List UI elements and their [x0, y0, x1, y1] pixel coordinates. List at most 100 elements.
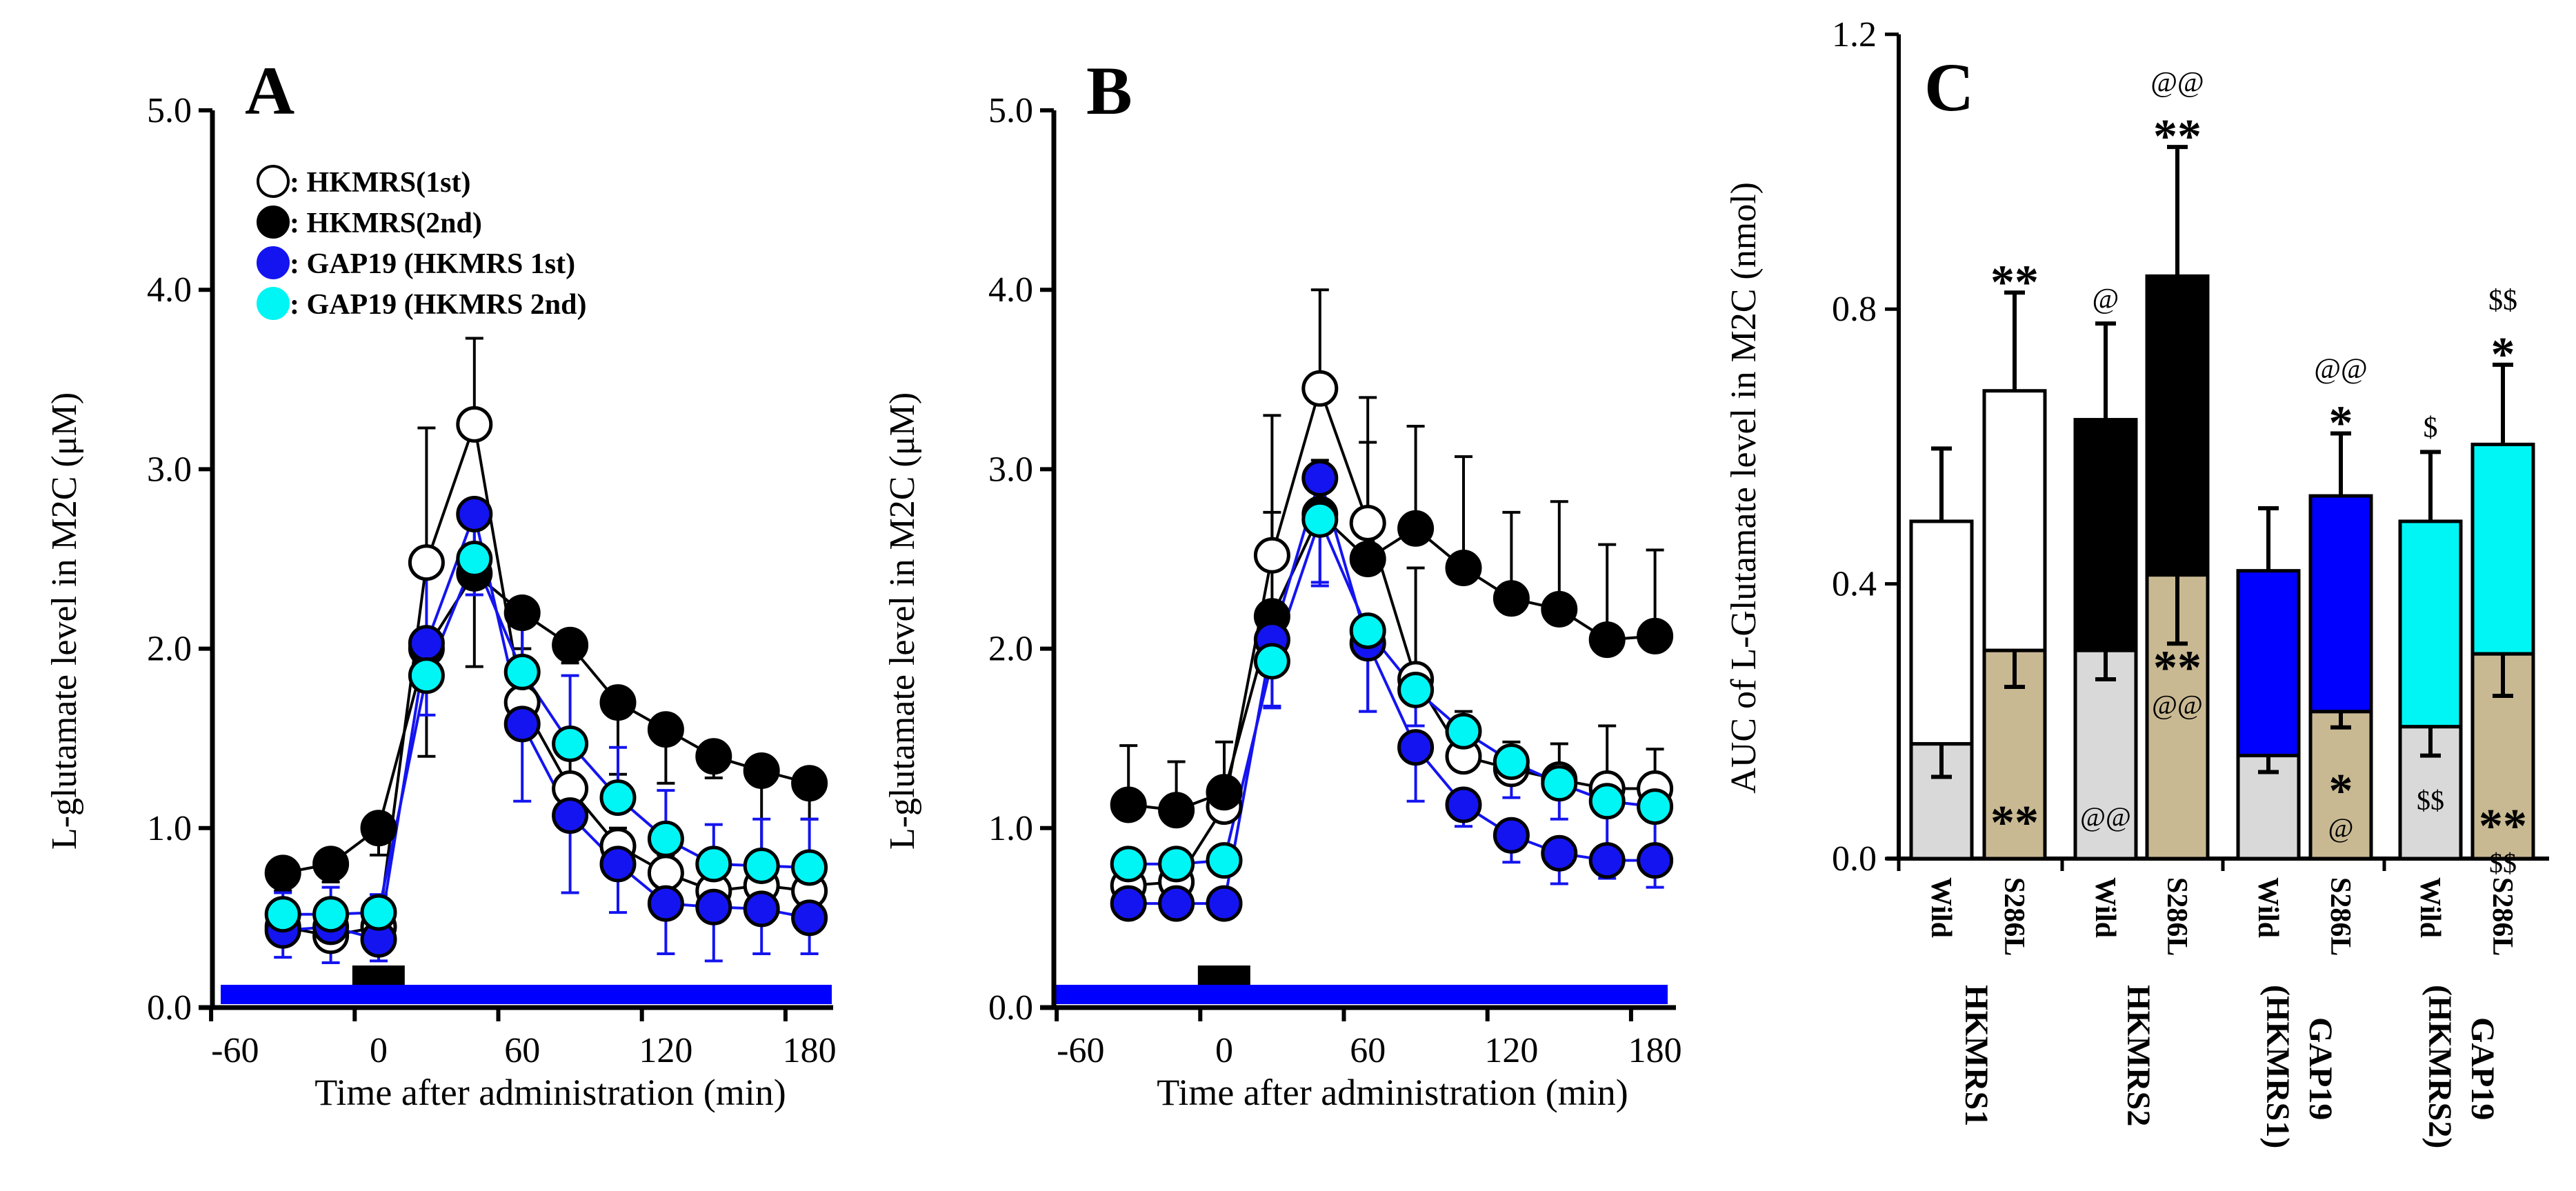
group-label: (HKMRS1)	[2259, 985, 2296, 1148]
y-axis-label: AUC of L-Glutamate level in M2C (nmol)	[1724, 182, 1764, 794]
gap19-perfusion-bar	[221, 985, 832, 1004]
category-label: S286L	[2161, 877, 2193, 956]
bar-upper-segment	[2073, 418, 2138, 652]
legend-label: : GAP19 (HKMRS 2nd)	[290, 289, 587, 321]
data-point	[1492, 743, 1530, 781]
bar-upper-segment	[2236, 569, 2301, 758]
y-tick-label: 0.0	[988, 988, 1033, 1028]
data-point	[456, 541, 493, 577]
data-point	[647, 711, 684, 748]
data-point	[599, 845, 637, 883]
data-point	[408, 657, 445, 694]
significance-marker: **	[1990, 256, 2039, 309]
data-point	[647, 885, 684, 922]
panel-letter-c: C	[1924, 49, 1974, 126]
bar-wild: @@@Wild	[2073, 283, 2138, 938]
data-point	[1541, 765, 1578, 802]
data-point	[1110, 845, 1147, 883]
x-tick-label: 120	[639, 1031, 692, 1070]
x-tick-label: 180	[783, 1031, 837, 1070]
data-point	[1445, 712, 1482, 750]
category-label: Wild	[2414, 877, 2446, 938]
data-point	[791, 899, 828, 937]
y-tick-label: 3.0	[988, 450, 1033, 489]
bar-wild: Wild	[2236, 506, 2301, 938]
significance-marker: **	[2153, 642, 2201, 695]
data-point	[1445, 550, 1482, 587]
legend: : HKMRS(1st): HKMRS(2nd): GAP19 (HKMRS 1…	[257, 165, 587, 321]
data-point	[408, 625, 445, 662]
data-point	[1541, 590, 1578, 628]
series-1	[1119, 288, 1664, 888]
y-tick-label: 1.0	[988, 809, 1033, 848]
data-point	[1158, 845, 1195, 883]
x-tick-label: 120	[1484, 1031, 1538, 1070]
hkmrs-administration-bar	[352, 965, 405, 985]
y-tick-label: 1.0	[147, 809, 192, 848]
data-point	[1253, 537, 1290, 574]
significance-marker: $$	[2489, 848, 2517, 879]
significance-marker: $	[2424, 412, 2438, 443]
category-label: S286L	[1998, 877, 2030, 956]
significance-marker: *	[2329, 765, 2353, 818]
data-point	[695, 738, 732, 775]
data-point	[647, 820, 684, 857]
data-point	[1110, 786, 1147, 823]
bar-upper-segment	[2398, 519, 2463, 729]
data-point	[503, 653, 541, 690]
series-line	[283, 509, 810, 941]
data-point	[503, 705, 541, 743]
y-tick-label: 0.0	[147, 988, 192, 1028]
y-tick-label: 2.0	[988, 630, 1033, 669]
significance-marker: $$	[2488, 285, 2517, 317]
y-tick-label: 5.0	[147, 91, 192, 130]
y-tick-label: 2.0	[147, 630, 192, 669]
category-label: S286L	[2324, 877, 2356, 956]
data-point	[1397, 510, 1435, 547]
y-axis-label: L-glutamate level in M2C (μM)	[45, 392, 84, 850]
x-tick-label: 60	[1350, 1031, 1386, 1070]
data-point	[1349, 612, 1386, 650]
data-point	[1637, 788, 1674, 825]
data-point	[312, 845, 350, 883]
category-label: Wild	[2089, 877, 2121, 938]
group-label: GAP19	[2302, 1017, 2339, 1120]
panel-letter-a: A	[245, 52, 294, 129]
data-point	[1206, 885, 1243, 922]
data-point	[1253, 643, 1290, 680]
significance-marker: **	[1990, 797, 2039, 850]
data-point	[360, 810, 397, 847]
data-point	[743, 847, 780, 884]
data-point	[1301, 501, 1339, 538]
data-point	[695, 888, 732, 925]
y-tick-label: 1.2	[1832, 15, 1877, 54]
bar-s286l: ** ** S286L	[1982, 256, 2047, 956]
legend-marker	[257, 287, 290, 320]
bar-lower-segment	[2073, 648, 2138, 861]
data-point	[791, 849, 828, 886]
bar-s286l: *@@*@S286L	[2308, 353, 2373, 956]
data-point	[695, 845, 732, 883]
data-point	[1588, 783, 1626, 820]
x-tick-label: 0	[370, 1031, 388, 1070]
group-label: GAP19	[2464, 1017, 2501, 1120]
data-point	[1397, 671, 1435, 708]
x-tick-label: 0	[1215, 1031, 1233, 1070]
significance-marker: **	[2479, 800, 2527, 853]
data-point	[264, 854, 301, 892]
bar-lower-segment	[2398, 725, 2463, 861]
data-point	[647, 854, 684, 892]
data-point	[1397, 729, 1435, 766]
group-label: (HKMRS2)	[2422, 985, 2458, 1148]
data-point	[1158, 792, 1195, 829]
significance-marker: **	[2153, 110, 2201, 163]
data-point	[503, 594, 541, 632]
significance-marker: @	[2093, 283, 2119, 315]
series-2	[274, 571, 819, 892]
data-point	[408, 544, 445, 581]
data-point	[599, 684, 637, 721]
legend-label: : HKMRS(2nd)	[290, 208, 482, 239]
data-point	[360, 894, 397, 931]
y-tick-label: 0.4	[1832, 565, 1877, 604]
legend-marker	[257, 206, 290, 239]
